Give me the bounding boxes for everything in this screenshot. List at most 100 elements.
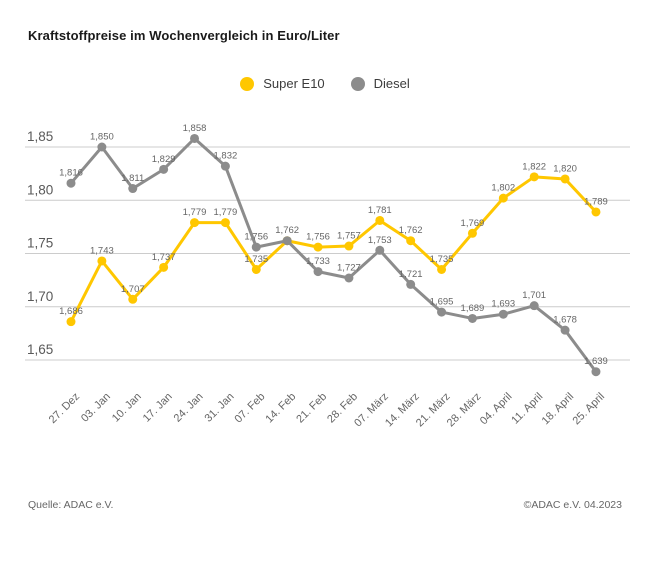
- legend-item-super-e10: Super E10: [240, 76, 325, 91]
- data-point-super-e10: [220, 218, 230, 228]
- data-point-diesel: [591, 367, 601, 377]
- data-label: 1,735: [244, 254, 268, 265]
- data-label: 1,727: [337, 262, 361, 273]
- data-label: 1,850: [90, 132, 114, 143]
- data-point-diesel: [313, 267, 323, 277]
- data-point-diesel: [282, 236, 292, 246]
- data-point-diesel: [220, 161, 230, 171]
- data-point-super-e10: [375, 215, 385, 225]
- data-label: 1,820: [553, 163, 577, 174]
- data-point-diesel: [97, 142, 107, 152]
- data-label: 1,858: [183, 123, 207, 134]
- data-point-super-e10: [529, 172, 539, 182]
- data-label: 1,689: [461, 303, 485, 314]
- data-point-diesel: [467, 313, 477, 323]
- data-label: 1,756: [244, 232, 268, 243]
- x-axis-label: 31. Jan: [203, 391, 237, 425]
- data-label: 1,762: [275, 225, 299, 236]
- x-axis-label: 07. Feb: [233, 391, 268, 426]
- data-point-super-e10: [97, 256, 107, 266]
- data-label: 1,789: [584, 196, 608, 207]
- chart-title: Kraftstoffpreise im Wochenvergleich in E…: [28, 28, 340, 43]
- super-e10-line: [69, 175, 598, 324]
- data-point-diesel: [251, 242, 261, 252]
- x-axis-label: 11. April: [509, 391, 545, 427]
- data-label: 1,762: [399, 225, 423, 236]
- data-label: 1,816: [59, 168, 83, 179]
- data-label: 1,832: [214, 151, 238, 162]
- data-label: 1,701: [522, 290, 546, 301]
- y-axis-tick: 1,85: [27, 129, 53, 144]
- data-point-diesel: [529, 301, 539, 311]
- data-point-diesel: [437, 307, 447, 317]
- data-label: 1,781: [368, 205, 392, 216]
- series-super-e10: [66, 172, 601, 327]
- data-label: 1,779: [214, 207, 238, 218]
- data-labels-group: 1,686 1,743 1,707 1,737 1,779 1,779 1,735 1,756…: [59, 123, 608, 367]
- data-point-diesel: [159, 164, 169, 174]
- legend-dot-diesel-icon: [350, 76, 365, 91]
- data-label: 1,693: [491, 299, 515, 310]
- data-point-super-e10: [344, 241, 354, 251]
- data-point-diesel: [344, 273, 354, 283]
- data-point-super-e10: [406, 236, 416, 246]
- data-point-super-e10: [437, 264, 447, 274]
- data-label: 1,678: [553, 315, 577, 326]
- diesel-line: [69, 136, 598, 374]
- data-label: 1,829: [152, 154, 176, 165]
- grid-group: 1,85 1,80 1,75 1,70 1,65: [25, 129, 630, 361]
- data-point-diesel: [498, 309, 508, 319]
- chart-footer: Quelle: ADAC e.V. ©ADAC e.V. 04.2023: [28, 499, 622, 511]
- y-axis-tick: 1,70: [27, 289, 53, 304]
- data-label: 1,757: [337, 231, 361, 242]
- x-axis-label: 10. Jan: [110, 391, 144, 425]
- x-axis-label: 28. März: [445, 391, 484, 430]
- legend-dot-super-e10-icon: [240, 76, 255, 91]
- x-axis-label: 17. Jan: [141, 391, 175, 425]
- data-label: 1,743: [90, 245, 114, 256]
- data-point-super-e10: [560, 174, 570, 184]
- data-point-super-e10: [591, 207, 601, 217]
- data-label: 1,756: [306, 232, 330, 243]
- data-label: 1,735: [430, 254, 454, 265]
- copyright-note: ©ADAC e.V. 04.2023: [523, 499, 622, 511]
- data-point-diesel: [406, 279, 416, 289]
- x-axis-label: 18. April: [540, 391, 577, 428]
- data-point-super-e10: [190, 218, 200, 228]
- y-axis-tick: 1,65: [27, 342, 53, 357]
- data-label: 1,695: [430, 297, 454, 308]
- x-axis-label: 21. Feb: [294, 391, 329, 426]
- data-label: 1,707: [121, 284, 145, 295]
- x-axis-label: 25. April: [570, 391, 607, 428]
- source-note: Quelle: ADAC e.V.: [28, 499, 114, 511]
- data-point-diesel: [560, 325, 570, 335]
- data-label: 1,639: [584, 356, 608, 367]
- data-label: 1,737: [152, 252, 176, 263]
- legend-label-super-e10: Super E10: [263, 76, 325, 91]
- x-axis-label: 24. Jan: [172, 391, 206, 425]
- data-label: 1,769: [461, 218, 485, 229]
- legend-label-diesel: Diesel: [373, 76, 410, 91]
- data-point-super-e10: [251, 264, 261, 274]
- x-axis-label: 14. Feb: [263, 391, 298, 426]
- data-point-super-e10: [159, 262, 169, 272]
- data-point-super-e10: [467, 228, 477, 238]
- data-point-diesel: [66, 178, 76, 188]
- data-point-super-e10: [128, 294, 138, 304]
- x-axis-label: 03. Jan: [79, 391, 113, 425]
- data-point-diesel: [128, 184, 138, 194]
- data-label: 1,802: [491, 183, 515, 194]
- y-axis-tick: 1,75: [27, 236, 53, 251]
- data-label: 1,733: [306, 256, 330, 267]
- x-axis-label: 04. April: [478, 391, 515, 428]
- data-point-diesel: [375, 245, 385, 255]
- data-label: 1,811: [121, 173, 144, 184]
- data-point-super-e10: [313, 242, 323, 252]
- data-point-super-e10: [498, 193, 508, 203]
- x-axis-label: 27. Dez: [47, 391, 82, 426]
- data-point-diesel: [190, 133, 200, 143]
- line-chart: 1,85 1,80 1,75 1,70 1,65 1,686 1,743 1,707 1,737…: [25, 123, 630, 430]
- y-axis-tick: 1,80: [27, 182, 53, 197]
- data-point-super-e10: [66, 317, 76, 327]
